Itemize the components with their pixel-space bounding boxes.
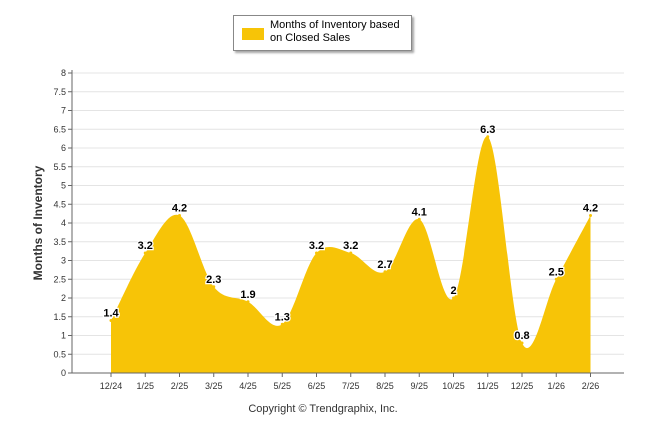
x-tick-label: 9/25 xyxy=(410,381,428,391)
data-label: 1.9 xyxy=(240,289,255,301)
legend: Months of Inventory based on Closed Sale… xyxy=(233,15,412,51)
y-tick-label: 6 xyxy=(61,143,66,153)
x-tick-label: 10/25 xyxy=(442,381,465,391)
data-point xyxy=(520,341,524,345)
x-tick-label: 3/25 xyxy=(205,381,223,391)
y-tick-label: 3.5 xyxy=(53,237,66,247)
data-label: 3.2 xyxy=(138,240,153,252)
legend-swatch xyxy=(242,28,264,40)
series-area xyxy=(111,136,591,373)
data-label: 3.2 xyxy=(309,240,324,252)
y-tick-label: 4 xyxy=(61,218,66,228)
y-tick-label: 8 xyxy=(61,68,66,78)
y-tick-label: 1.5 xyxy=(53,312,66,322)
data-point xyxy=(417,217,421,221)
x-tick-label: 2/26 xyxy=(582,381,600,391)
copyright-text: Copyright © Trendgraphix, Inc. xyxy=(248,403,398,415)
x-tick-label: 12/25 xyxy=(511,381,534,391)
data-point xyxy=(178,214,181,217)
y-tick-label: 1 xyxy=(61,331,66,341)
x-tick-label: 1/26 xyxy=(547,381,565,391)
data-label: 2 xyxy=(450,285,456,297)
data-point xyxy=(143,251,147,255)
data-label: 6.3 xyxy=(480,124,495,136)
x-tick-label: 7/25 xyxy=(342,381,360,391)
y-tick-label: 3 xyxy=(61,256,66,266)
y-tick-label: 0.5 xyxy=(53,349,66,359)
data-label: 4.2 xyxy=(583,203,598,215)
data-point xyxy=(452,296,455,300)
legend-label: Months of Inventory based on Closed Sale… xyxy=(270,19,400,44)
y-tick-label: 6.5 xyxy=(53,124,66,134)
x-tick-label: 12/24 xyxy=(100,381,123,391)
data-point xyxy=(383,270,387,274)
data-point xyxy=(280,322,284,326)
data-point xyxy=(349,251,353,255)
y-tick-label: 4.5 xyxy=(53,199,66,209)
y-tick-label: 0 xyxy=(61,368,66,378)
x-tick-label: 6/25 xyxy=(308,381,326,391)
data-point xyxy=(554,277,558,281)
data-point xyxy=(589,214,592,217)
y-tick-label: 2 xyxy=(61,293,66,303)
y-tick-label: 2.5 xyxy=(53,274,66,284)
y-axis-title: Months of Inventory xyxy=(31,165,45,280)
data-label: 2.7 xyxy=(377,259,392,271)
data-label: 4.2 xyxy=(172,203,187,215)
x-tick-label: 5/25 xyxy=(273,381,291,391)
data-label: 2.5 xyxy=(549,266,564,278)
data-point xyxy=(486,135,490,139)
x-tick-label: 4/25 xyxy=(239,381,257,391)
data-label: 2.3 xyxy=(206,274,221,286)
data-point xyxy=(246,300,250,304)
label-layer: 1.4 3.2 4.2 2.3 1.9 1.3 3.2 3.2 2.7 4.1 2 6.3 0.8 2.5… xyxy=(102,123,599,345)
data-point xyxy=(109,319,113,322)
x-tick-label: 1/25 xyxy=(136,381,154,391)
y-tick-label: 7 xyxy=(61,106,66,116)
y-tick-label: 7.5 xyxy=(53,87,66,97)
y-tick-label: 5.5 xyxy=(53,162,66,172)
data-label: 3.2 xyxy=(343,240,358,252)
x-tick-label: 8/25 xyxy=(376,381,394,391)
data-label: 1.4 xyxy=(103,308,119,320)
axis-layer: 0 0.5 1 1.5 2 2.5 3 3.5 4 4.5 5 5.5 6 6.5 7 7.5 8 Months … xyxy=(31,68,624,391)
data-label: 1.3 xyxy=(275,311,290,323)
y-tick-label: 5 xyxy=(61,181,66,191)
x-tick-label: 2/25 xyxy=(171,381,189,391)
data-label: 4.1 xyxy=(412,206,427,218)
area-layer xyxy=(111,136,591,373)
data-point xyxy=(212,285,216,289)
x-tick-label: 11/25 xyxy=(477,381,499,391)
data-point xyxy=(315,251,318,255)
data-label: 0.8 xyxy=(514,330,529,342)
